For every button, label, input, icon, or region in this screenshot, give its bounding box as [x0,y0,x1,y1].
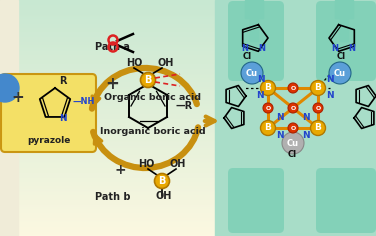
Text: N: N [332,44,338,53]
Text: —NH: —NH [72,97,95,105]
Text: Cl: Cl [288,150,297,159]
Text: B: B [315,84,321,93]
Text: N: N [259,44,265,53]
Text: N: N [302,114,310,122]
Text: N: N [257,75,265,84]
Bar [0,0,18,236]
Text: B: B [265,84,271,93]
Text: N: N [326,75,334,84]
Text: OH: OH [158,58,174,68]
Bar [245,0,263,18]
Text: +: + [114,163,126,177]
Text: O: O [290,126,296,131]
Text: Cl: Cl [337,52,346,61]
Text: Cu: Cu [246,68,258,77]
Text: B: B [144,75,152,85]
Circle shape [0,74,19,102]
Text: N: N [256,92,264,101]
Bar [335,0,353,18]
Text: Organic boric acid: Organic boric acid [105,93,202,102]
FancyBboxPatch shape [316,1,376,81]
Bar [250,16,258,41]
Text: N: N [276,114,284,122]
Text: O: O [290,105,296,110]
Circle shape [288,103,298,113]
FancyBboxPatch shape [1,74,96,152]
Text: N: N [349,44,355,53]
Text: Cu: Cu [287,139,299,148]
Text: +: + [12,90,24,105]
Text: B: B [265,123,271,132]
Text: N: N [59,114,67,123]
Text: N: N [326,92,334,101]
FancyBboxPatch shape [228,168,284,233]
Bar [340,16,348,41]
Circle shape [282,132,304,154]
Text: OH: OH [170,159,186,169]
Circle shape [329,62,351,84]
Bar [215,0,376,236]
Circle shape [155,173,170,189]
Text: N: N [302,131,310,139]
FancyBboxPatch shape [316,168,376,233]
Circle shape [261,121,276,135]
Text: O: O [290,85,296,90]
Text: O: O [315,105,321,110]
Circle shape [311,121,326,135]
Text: Cu: Cu [334,68,346,77]
Text: Path b: Path b [95,192,130,202]
Text: Cl: Cl [243,52,252,61]
Text: R: R [59,76,67,86]
Circle shape [141,72,156,88]
Text: HO: HO [126,58,143,68]
FancyBboxPatch shape [228,1,284,81]
Circle shape [263,103,273,113]
Circle shape [311,80,326,96]
Text: N: N [241,44,249,53]
Circle shape [241,62,263,84]
Circle shape [313,103,323,113]
Text: OH: OH [156,191,172,201]
Text: —R: —R [175,101,192,111]
Text: B: B [158,176,166,186]
Text: N: N [276,131,284,139]
Circle shape [288,123,298,133]
Text: O: O [265,105,271,110]
Text: HO: HO [138,159,155,169]
Circle shape [288,83,298,93]
Text: Inorganic boric acid: Inorganic boric acid [100,127,206,136]
Text: Path a: Path a [95,42,130,52]
Text: +: + [105,75,119,93]
Text: B: B [315,123,321,132]
Circle shape [261,80,276,96]
Text: pyrazole: pyrazole [27,136,71,145]
